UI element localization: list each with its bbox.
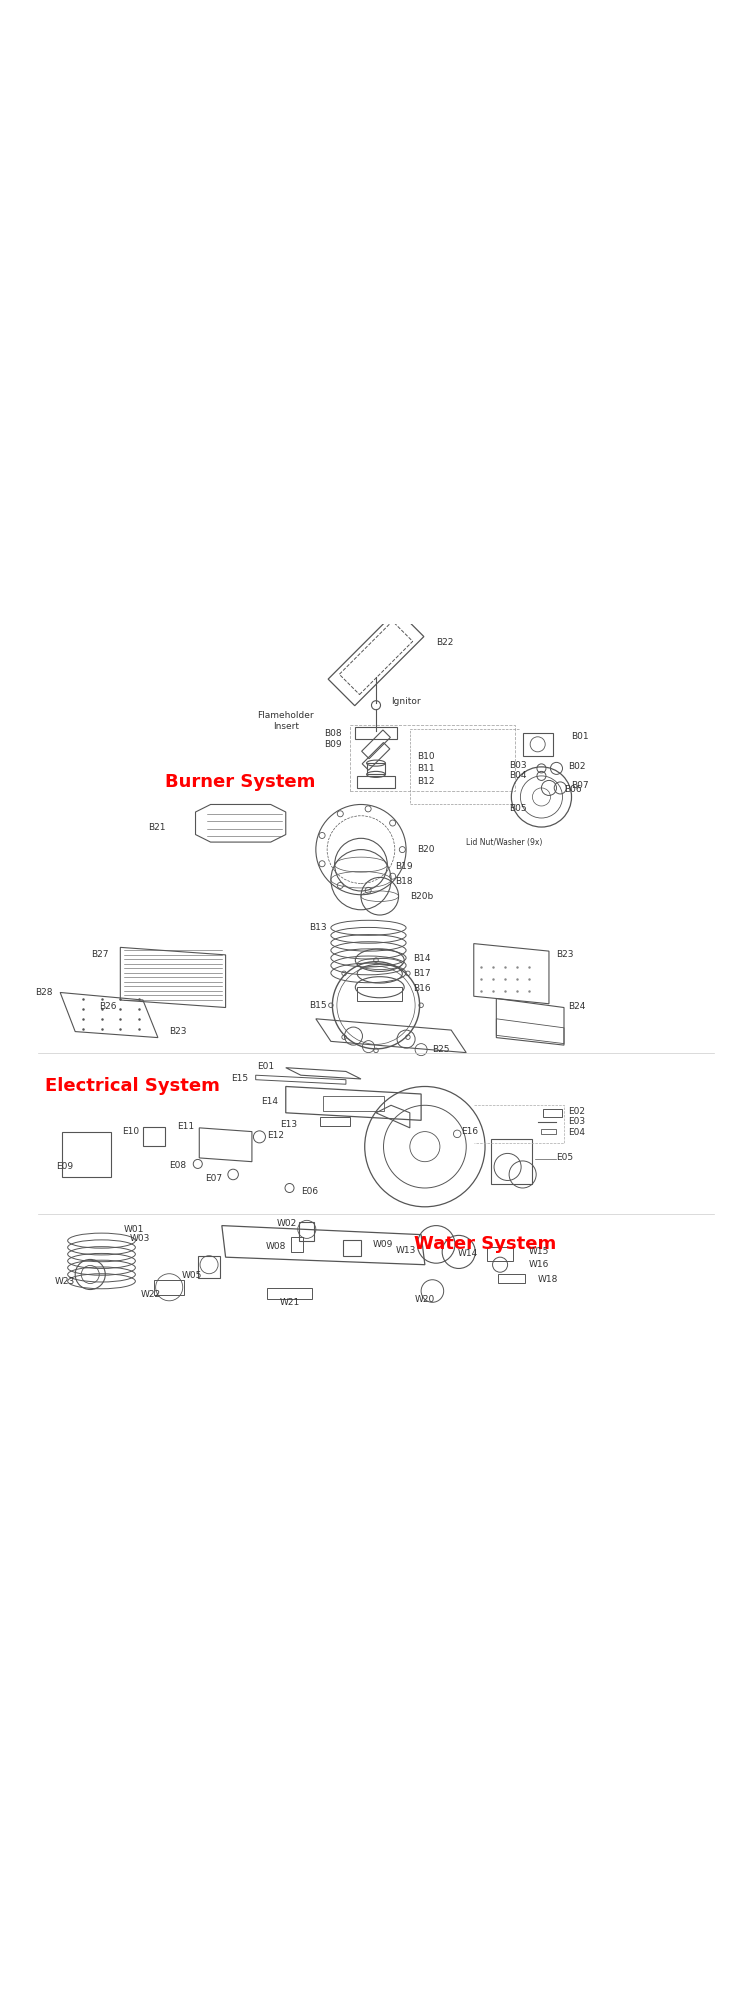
Text: B24: B24 — [568, 1002, 585, 1010]
Text: B28: B28 — [35, 988, 53, 996]
Text: Ignitor: Ignitor — [391, 696, 420, 706]
Text: B03: B03 — [509, 760, 526, 770]
Text: B21: B21 — [148, 822, 165, 832]
Text: E03: E03 — [568, 1118, 585, 1126]
Text: W22: W22 — [141, 1290, 160, 1300]
Text: B20: B20 — [417, 846, 435, 854]
Text: B06: B06 — [564, 784, 581, 794]
Text: B23: B23 — [556, 950, 574, 960]
Bar — [350, 724, 515, 790]
Text: B22: B22 — [436, 638, 453, 648]
Text: B19: B19 — [395, 862, 412, 870]
Text: B13: B13 — [310, 924, 327, 932]
Text: B07: B07 — [572, 782, 589, 790]
Text: W14: W14 — [457, 1248, 478, 1258]
Text: B12: B12 — [417, 778, 435, 786]
Text: B02: B02 — [568, 762, 585, 772]
Text: W02: W02 — [277, 1218, 297, 1228]
Text: B08: B08 — [325, 728, 342, 738]
Text: E15: E15 — [231, 1074, 248, 1084]
Text: E12: E12 — [267, 1130, 284, 1140]
Text: B18: B18 — [395, 876, 412, 886]
Text: E04: E04 — [568, 1128, 585, 1136]
Text: W15: W15 — [529, 1248, 549, 1256]
Text: E16: E16 — [461, 1128, 478, 1136]
Text: Flameholder
Insert: Flameholder Insert — [257, 712, 314, 730]
Text: W16: W16 — [529, 1260, 549, 1270]
Text: E13: E13 — [280, 1120, 297, 1128]
Text: B25: B25 — [432, 1046, 450, 1054]
Text: Electrical System: Electrical System — [45, 1078, 220, 1096]
Text: E09: E09 — [56, 1162, 74, 1172]
Text: Burner System: Burner System — [165, 772, 316, 790]
Text: B05: B05 — [509, 804, 526, 812]
Text: W08: W08 — [265, 1242, 286, 1252]
Text: B09: B09 — [325, 740, 342, 748]
Text: B27: B27 — [92, 950, 109, 960]
Text: W05: W05 — [181, 1272, 202, 1280]
Text: B01: B01 — [572, 732, 589, 742]
Text: B26: B26 — [99, 1002, 117, 1010]
Text: W01: W01 — [124, 1224, 144, 1234]
Text: E11: E11 — [177, 1122, 194, 1130]
Text: B23: B23 — [169, 1028, 186, 1036]
Text: E07: E07 — [205, 1174, 222, 1182]
Text: B04: B04 — [509, 772, 526, 780]
Text: E01: E01 — [257, 1062, 274, 1070]
Text: Lid Nut/Washer (9x): Lid Nut/Washer (9x) — [466, 838, 543, 846]
Text: W21: W21 — [280, 1298, 299, 1306]
Text: W09: W09 — [373, 1240, 393, 1248]
Text: E14: E14 — [261, 1098, 278, 1106]
Text: B11: B11 — [417, 764, 435, 772]
Text: B15: B15 — [310, 1000, 327, 1010]
Text: E02: E02 — [568, 1106, 585, 1116]
Text: B20b: B20b — [410, 892, 433, 900]
Text: W03: W03 — [129, 1234, 150, 1242]
Text: E10: E10 — [122, 1128, 139, 1136]
Text: E06: E06 — [301, 1188, 318, 1196]
Text: W20: W20 — [415, 1294, 435, 1304]
Text: E08: E08 — [169, 1160, 186, 1170]
Text: W23: W23 — [55, 1278, 75, 1286]
Text: B10: B10 — [417, 752, 435, 760]
Text: E05: E05 — [556, 1154, 574, 1162]
Text: Water System: Water System — [414, 1236, 556, 1254]
Text: W18: W18 — [538, 1276, 558, 1284]
Text: W13: W13 — [396, 1246, 416, 1254]
Text: B14: B14 — [414, 954, 431, 964]
Text: B17: B17 — [414, 970, 431, 978]
Text: B16: B16 — [414, 984, 431, 994]
